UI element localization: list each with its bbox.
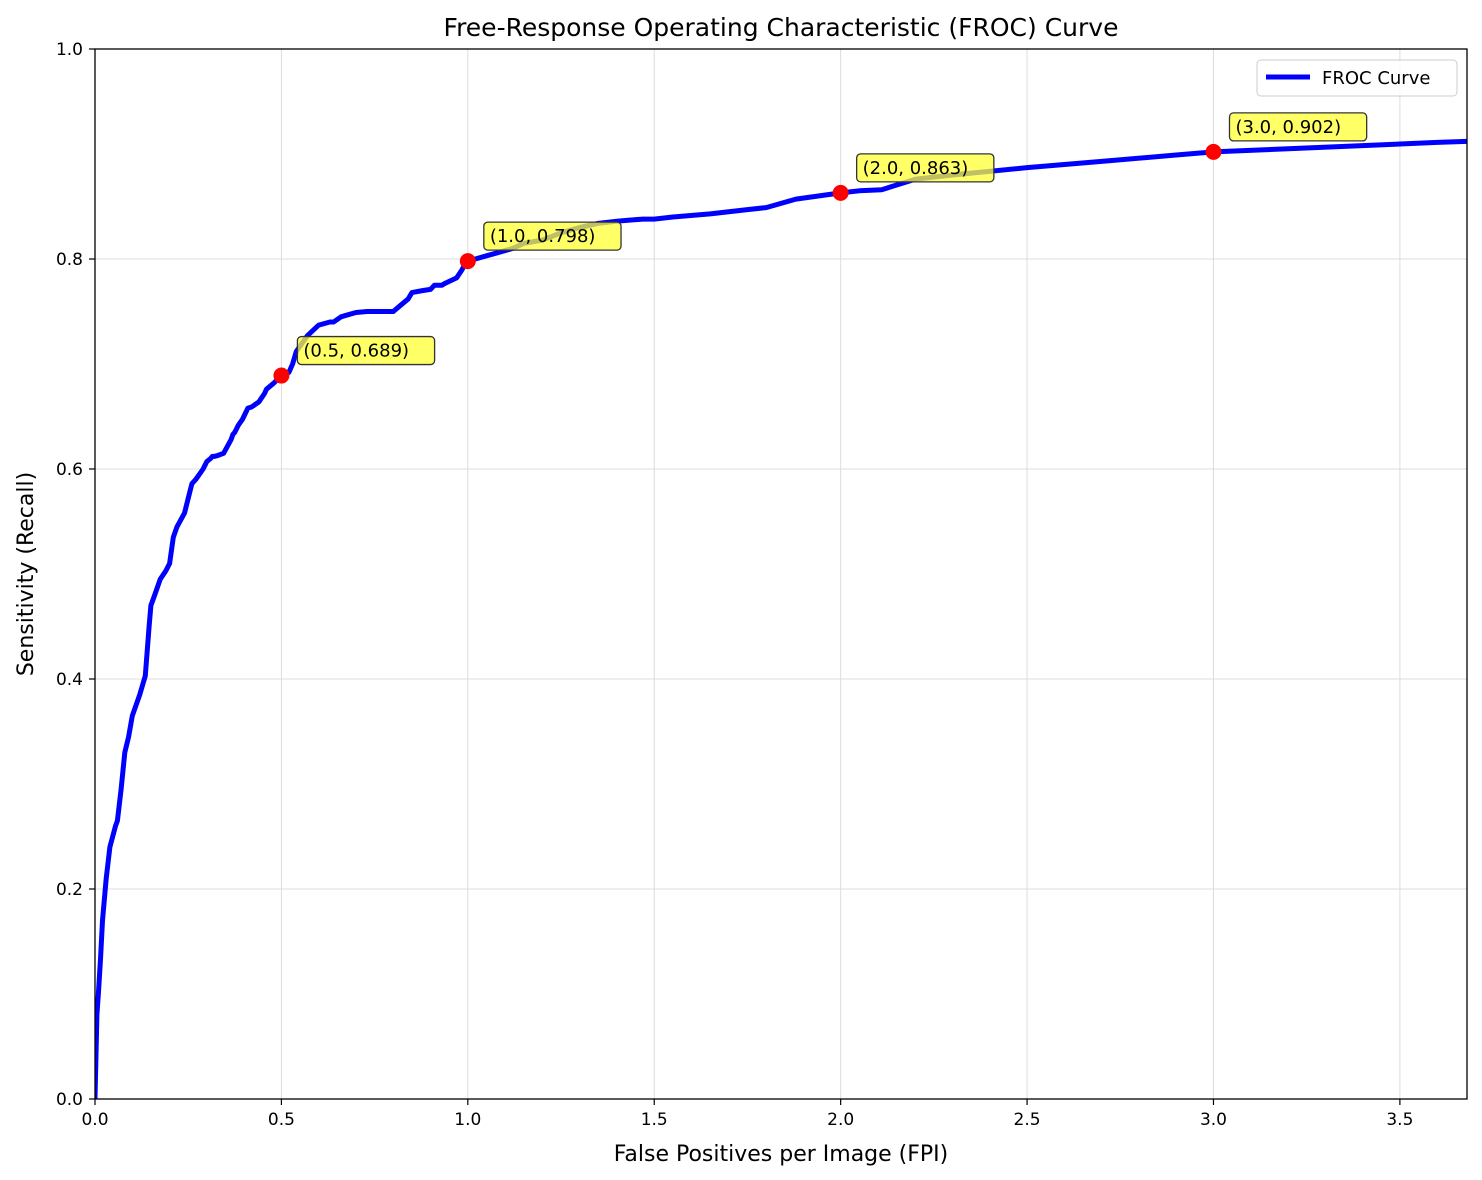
x-tick-label: 2.0 xyxy=(827,1110,854,1130)
x-tick-label: 1.0 xyxy=(454,1110,481,1130)
annotation-box xyxy=(296,335,436,366)
legend-label: FROC Curve xyxy=(1322,68,1430,89)
plot-area xyxy=(95,138,1467,1099)
highlight-point xyxy=(832,184,849,201)
annotation-text: (0.5, 0.689) xyxy=(303,341,409,362)
legend: FROC Curve xyxy=(1256,59,1458,97)
y-tick-label: 0.2 xyxy=(56,880,83,900)
x-tick-label: 3.0 xyxy=(1200,1110,1227,1130)
axis-ticks: 0.0 0.5 1.0 1.5 2.0 2.5 3.0 3.5 0.0 0.2 0.4 0.6 0.8 1… xyxy=(56,40,1413,1130)
annotation-box xyxy=(856,153,995,183)
annotation-label: (3.0, 0.902) xyxy=(1228,112,1368,142)
legend-box xyxy=(1256,59,1458,97)
froc-curve-line xyxy=(95,138,1467,1099)
y-axis-label: Sensitivity (Recall) xyxy=(14,472,39,676)
x-tick-label: 3.5 xyxy=(1386,1110,1413,1130)
y-tick-label: 1.0 xyxy=(56,40,83,60)
annotation-box xyxy=(1228,112,1368,142)
highlight-point xyxy=(1205,143,1222,160)
annotation-box xyxy=(483,221,622,251)
annotation-label: (0.5, 0.689) xyxy=(296,335,436,366)
x-tick-label: 1.5 xyxy=(641,1110,668,1130)
grid-lines xyxy=(94,48,1467,1100)
x-axis-label: False Positives per Image (FPI) xyxy=(614,1142,949,1167)
chart-title: Free-Response Operating Characteristic (… xyxy=(444,13,1119,42)
annotations: (0.5, 0.689) (1.0, 0.798) (2.0, 0.863) (3.0… xyxy=(273,112,1368,384)
x-tick-label: 0.0 xyxy=(81,1110,108,1130)
x-tick-label: 2.5 xyxy=(1014,1110,1041,1130)
y-tick-label: 0.8 xyxy=(56,250,83,270)
highlight-point xyxy=(459,253,476,270)
axes-frame xyxy=(94,48,1468,1100)
annotation-label: (1.0, 0.798) xyxy=(483,221,622,251)
x-tick-label: 0.5 xyxy=(268,1110,295,1130)
y-tick-label: 0.4 xyxy=(56,670,83,690)
highlight-point xyxy=(273,367,290,384)
annotation-label: (2.0, 0.863) xyxy=(856,153,995,183)
annotation-text: (3.0, 0.902) xyxy=(1235,117,1341,138)
y-tick-label: 0.0 xyxy=(56,1090,83,1110)
annotation-text: (1.0, 0.798) xyxy=(490,226,596,247)
annotation-text: (2.0, 0.863) xyxy=(863,158,969,179)
y-tick-label: 0.6 xyxy=(56,460,83,480)
